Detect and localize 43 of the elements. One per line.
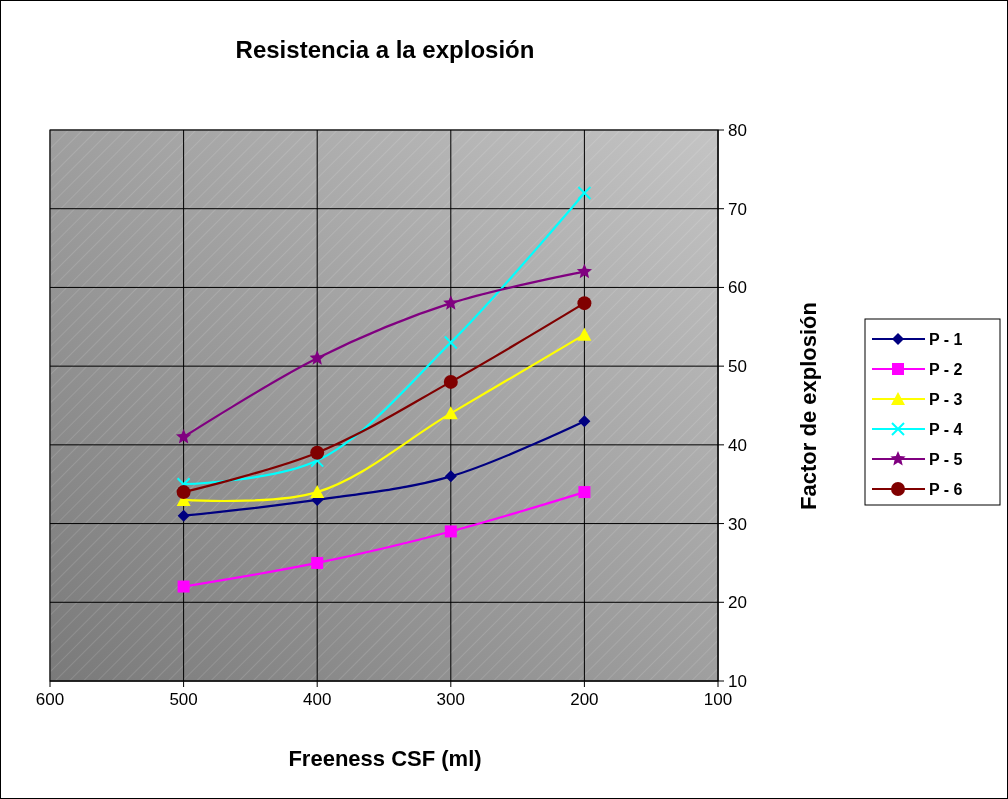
legend-label: P - 5: [929, 451, 963, 468]
point: [177, 580, 190, 593]
y-tick-label: 10: [728, 672, 747, 691]
legend-label: P - 3: [929, 391, 963, 408]
point: [443, 335, 458, 350]
x-tick-label: 500: [169, 690, 198, 709]
point: [176, 485, 191, 500]
point: [443, 406, 458, 420]
legend-label: P - 1: [929, 331, 963, 348]
y-tick-label: 40: [728, 435, 747, 455]
point: [577, 185, 592, 200]
point: [177, 509, 190, 522]
point: [444, 470, 457, 483]
y-tick-label: 30: [728, 514, 747, 534]
x-axis-title: Freeness CSF (ml): [288, 746, 482, 771]
x-tick-label: 600: [35, 690, 65, 709]
point: [311, 556, 324, 569]
point: [443, 374, 458, 389]
y-tick-label: 80: [728, 121, 747, 140]
point: [578, 415, 591, 428]
point: [310, 445, 325, 460]
x-tick-label: 200: [570, 690, 599, 709]
point: [309, 350, 325, 365]
y-tick-label: 70: [728, 199, 747, 219]
point: [578, 486, 591, 499]
x-tick-label: 300: [436, 690, 465, 709]
y-axis-title: Factor de explosión: [796, 302, 821, 510]
y-tick-label: 20: [728, 593, 747, 613]
y-tick-label: 50: [728, 357, 747, 377]
point: [576, 263, 593, 279]
y-tick-label: 60: [728, 278, 747, 298]
point: [577, 296, 592, 311]
point: [310, 485, 325, 499]
point: [443, 295, 459, 310]
legend-label: P - 2: [929, 361, 963, 378]
x-tick-label: 100: [703, 690, 733, 709]
x-tick-label: 400: [303, 690, 332, 709]
point: [577, 327, 592, 341]
legend-label: P - 6: [929, 481, 963, 498]
legend-label: P - 4: [929, 421, 963, 438]
point: [444, 525, 457, 538]
point: [175, 428, 192, 444]
chart-title: Resistencia a la explosión: [235, 36, 535, 63]
